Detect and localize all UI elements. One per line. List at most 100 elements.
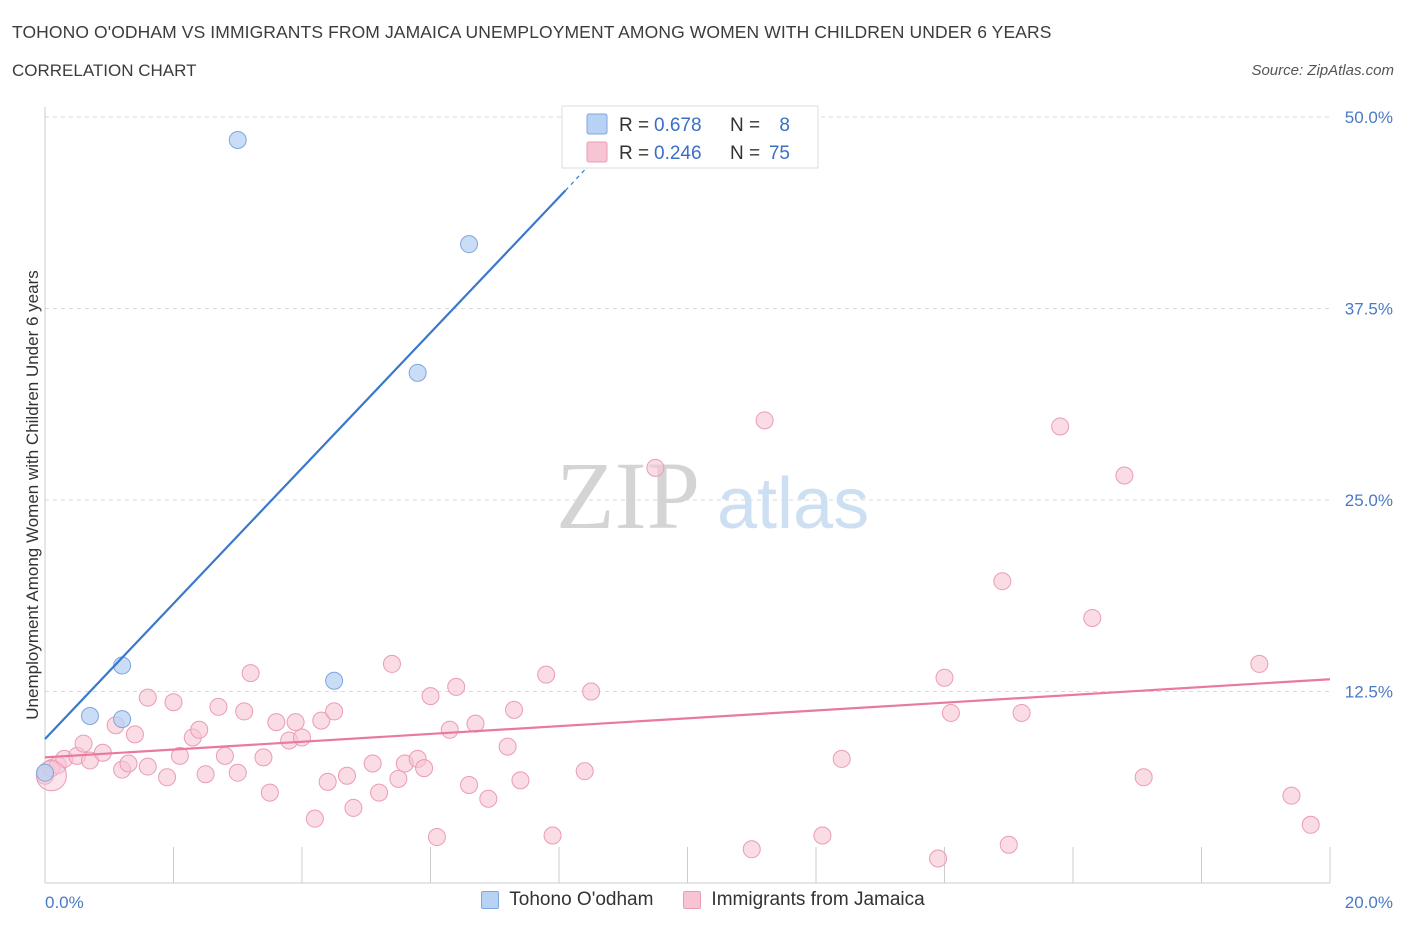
x-tick-label: 0.0% — [45, 893, 84, 912]
legend-n-label-2: N = — [730, 143, 760, 164]
data-point-tohono-oodham — [460, 235, 479, 254]
data-point-immigrants-from-jamaica — [241, 664, 260, 683]
data-point-immigrants-from-jamaica — [370, 783, 389, 802]
legend-label-immigrants-from-jamaica: Immigrants from Jamaica — [711, 889, 925, 910]
y-tick-label: 37.5% — [1345, 300, 1393, 319]
data-point-immigrants-from-jamaica — [537, 665, 556, 684]
data-point-immigrants-from-jamaica — [170, 746, 189, 765]
data-point-immigrants-from-jamaica — [286, 713, 305, 732]
data-point-immigrants-from-jamaica — [941, 703, 960, 722]
y-tick-label: 25.0% — [1345, 491, 1393, 510]
data-point-immigrants-from-jamaica — [755, 411, 774, 430]
data-point-immigrants-from-jamaica — [999, 835, 1018, 854]
legend-n-value-1: 8 — [779, 115, 790, 136]
data-point-immigrants-from-jamaica — [325, 702, 344, 721]
data-point-immigrants-from-jamaica — [993, 572, 1012, 591]
data-point-tohono-oodham — [228, 130, 247, 149]
data-point-immigrants-from-jamaica — [511, 771, 530, 790]
legend-swatch-pink — [586, 141, 608, 163]
legend-swatch-tohono-oodham — [481, 891, 500, 909]
data-point-immigrants-from-jamaica — [1083, 608, 1102, 627]
series-tohono-oodham-points — [36, 130, 479, 782]
data-point-immigrants-from-jamaica — [382, 654, 401, 673]
data-point-immigrants-from-jamaica — [164, 693, 183, 712]
watermark-atlas: atlas — [717, 464, 869, 544]
data-point-immigrants-from-jamaica — [742, 840, 761, 859]
legend-r-value-1: 0.678 — [654, 115, 702, 136]
legend-swatch-blue — [586, 113, 608, 135]
y-axis-label: Unemployment Among Women with Children U… — [23, 270, 42, 719]
data-point-immigrants-from-jamaica — [235, 702, 254, 721]
trend-line-immigrants-from-jamaica — [44, 678, 1331, 759]
data-point-immigrants-from-jamaica — [389, 769, 408, 788]
data-point-immigrants-from-jamaica — [267, 713, 286, 732]
series-legend: Tohono O'odham Immigrants from Jamaica — [0, 889, 1406, 911]
chart-title: TOHONO O'ODHAM VS IMMIGRANTS FROM JAMAIC… — [12, 22, 1052, 42]
data-point-immigrants-from-jamaica — [344, 798, 363, 817]
data-point-immigrants-from-jamaica — [119, 754, 138, 773]
data-point-immigrants-from-jamaica — [337, 766, 356, 785]
data-point-immigrants-from-jamaica — [190, 720, 209, 739]
legend-n-label-1: N = — [730, 115, 760, 136]
data-point-immigrants-from-jamaica — [575, 762, 594, 781]
data-point-immigrants-from-jamaica — [646, 458, 665, 477]
data-point-immigrants-from-jamaica — [125, 725, 144, 744]
data-point-immigrants-from-jamaica — [813, 826, 832, 845]
data-point-immigrants-from-jamaica — [1012, 703, 1031, 722]
grid-lines — [45, 116, 1330, 692]
data-point-immigrants-from-jamaica — [1134, 768, 1153, 787]
data-point-immigrants-from-jamaica — [440, 720, 459, 739]
data-point-immigrants-from-jamaica — [460, 775, 479, 794]
data-point-immigrants-from-jamaica — [498, 737, 517, 756]
data-point-immigrants-from-jamaica — [254, 748, 273, 767]
data-point-immigrants-from-jamaica — [1250, 654, 1269, 673]
data-point-immigrants-from-jamaica — [74, 734, 93, 753]
x-tick-label: 20.0% — [1345, 893, 1393, 912]
data-point-immigrants-from-jamaica — [466, 714, 485, 733]
data-point-immigrants-from-jamaica — [935, 668, 954, 687]
data-point-immigrants-from-jamaica — [293, 728, 311, 747]
trend-line-tohono-oodham-extension — [564, 162, 592, 191]
legend-item-immigrants-from-jamaica: Immigrants from Jamaica — [683, 889, 925, 911]
data-point-immigrants-from-jamaica — [421, 687, 440, 706]
legend-r-value-2: 0.246 — [654, 143, 702, 164]
legend-label-tohono-oodham: Tohono O'odham — [509, 889, 654, 910]
data-point-immigrants-from-jamaica — [427, 828, 446, 847]
data-point-immigrants-from-jamaica — [543, 826, 562, 845]
data-point-tohono-oodham — [36, 763, 54, 782]
trend-lines — [44, 162, 1331, 759]
data-point-immigrants-from-jamaica — [363, 754, 382, 773]
legend-r-label-2: R = — [619, 143, 649, 164]
data-point-immigrants-from-jamaica — [138, 688, 157, 707]
data-point-immigrants-from-jamaica — [1301, 815, 1320, 834]
data-point-immigrants-from-jamaica — [312, 711, 331, 730]
data-point-immigrants-from-jamaica — [228, 763, 247, 782]
trend-line-tohono-oodham — [44, 189, 567, 740]
y-tick-label: 12.5% — [1345, 683, 1393, 702]
chart-subtitle: CORRELATION CHART — [12, 61, 197, 80]
data-point-immigrants-from-jamaica — [1051, 417, 1070, 436]
watermark: ZIP atlas — [556, 442, 869, 549]
data-point-immigrants-from-jamaica — [196, 765, 215, 784]
data-point-tohono-oodham — [408, 363, 427, 382]
data-point-tohono-oodham — [80, 707, 99, 726]
data-point-immigrants-from-jamaica — [158, 768, 177, 787]
data-point-immigrants-from-jamaica — [582, 682, 601, 701]
data-point-immigrants-from-jamaica — [505, 700, 524, 719]
y-tick-label: 50.0% — [1345, 108, 1393, 127]
data-point-immigrants-from-jamaica — [138, 757, 157, 776]
data-point-immigrants-from-jamaica — [1115, 466, 1134, 485]
data-point-immigrants-from-jamaica — [479, 789, 498, 808]
data-point-immigrants-from-jamaica — [832, 749, 851, 768]
data-point-immigrants-from-jamaica — [929, 849, 948, 868]
data-point-immigrants-from-jamaica — [318, 772, 337, 791]
legend-item-tohono-oodham: Tohono O'odham — [481, 889, 653, 911]
tick-labels: 12.5% 25.0% 37.5% 50.0% 0.0% 20.0% — [45, 108, 1393, 912]
data-point-immigrants-from-jamaica — [209, 697, 228, 716]
data-point-immigrants-from-jamaica — [1282, 786, 1301, 805]
data-point-tohono-oodham — [325, 671, 344, 690]
data-point-immigrants-from-jamaica — [305, 809, 324, 828]
watermark-zip: ZIP — [556, 442, 700, 549]
data-point-immigrants-from-jamaica — [215, 746, 234, 765]
